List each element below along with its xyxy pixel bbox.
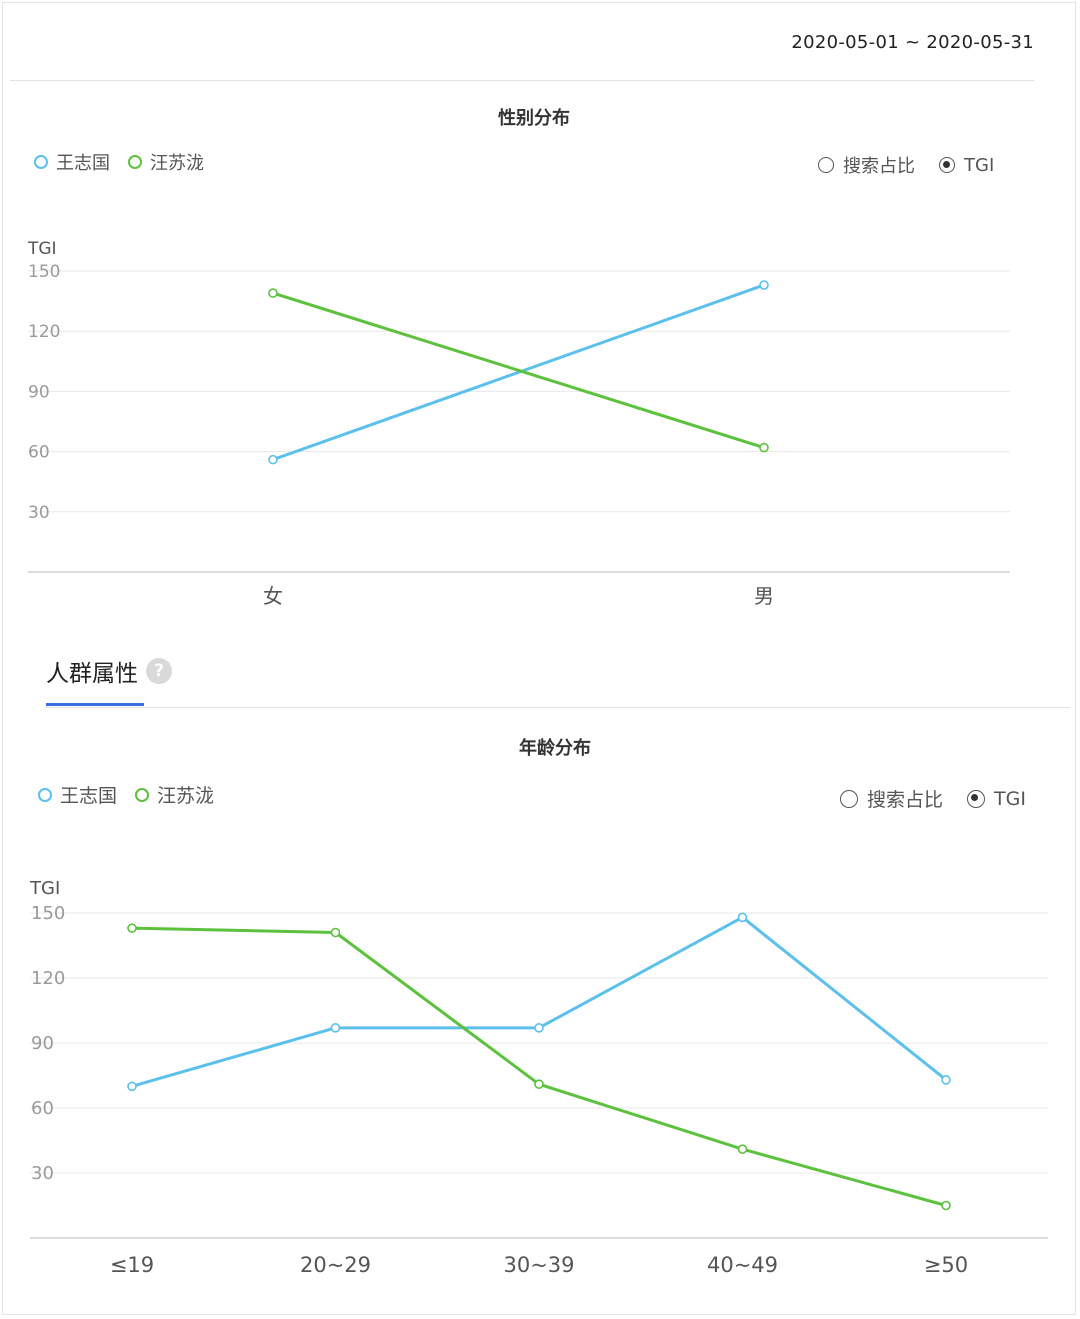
gender-metric-toggle: 搜索占比 TGI: [794, 152, 994, 178]
x-tick-label: 30~39: [503, 1253, 574, 1277]
y-tick-label: 30: [31, 1163, 54, 1184]
radio-unchecked-icon: [840, 789, 858, 808]
y-tick-label: 90: [31, 1033, 54, 1054]
data-point: [127, 1081, 137, 1092]
y-tick-label: 150: [31, 903, 65, 924]
x-tick-label: ≤19: [110, 1253, 154, 1277]
y-tick-label: 60: [28, 443, 50, 463]
data-point: [534, 1079, 544, 1089]
legend-label: 汪苏泷: [157, 785, 215, 807]
data-point: [330, 927, 341, 938]
header-divider: [10, 80, 1034, 81]
legend-item-wangzhiguo[interactable]: 王志国: [38, 781, 117, 808]
age-legend: 王志国 汪苏泷: [38, 781, 232, 808]
radio-unchecked-icon: [818, 157, 834, 173]
radio-search-share[interactable]: 搜索占比: [840, 785, 943, 812]
age-y-axis-label: TGI: [30, 878, 61, 899]
x-tick-label: 男: [754, 584, 774, 608]
radio-checked-icon: [967, 789, 986, 808]
legend-marker-icon: [128, 155, 142, 169]
data-point: [330, 1023, 341, 1033]
radio-label: 搜索占比: [867, 789, 944, 811]
age-chart-title: 年龄分布: [519, 738, 591, 759]
data-point: [941, 1075, 951, 1085]
tab-audience-attributes[interactable]: 人群属性 ?: [46, 654, 172, 688]
data-point: [268, 288, 278, 298]
legend-marker-icon: [38, 787, 52, 802]
series-line-0: [131, 915, 947, 1088]
y-tick-label: 120: [28, 322, 60, 342]
date-range[interactable]: 2020-05-01 ~ 2020-05-31: [791, 32, 1034, 53]
gender-legend: 王志国 汪苏泷: [34, 149, 222, 175]
radio-checked-icon: [939, 157, 955, 173]
y-tick-label: 90: [28, 382, 50, 402]
series-line-1: [131, 926, 947, 1207]
series-line-0: [272, 283, 765, 462]
gender-line-chart: 30 60 90 120 150 女 男: [28, 262, 1010, 608]
data-point: [759, 280, 769, 290]
series-line-1: [272, 291, 765, 450]
data-point: [941, 1200, 951, 1211]
y-tick-label: 60: [31, 1098, 54, 1119]
data-point: [534, 1023, 544, 1033]
legend-item-wangsulong[interactable]: 汪苏泷: [135, 781, 214, 808]
radio-tgi[interactable]: TGI: [967, 788, 1026, 810]
legend-item-wangsulong[interactable]: 汪苏泷: [128, 149, 204, 175]
tab-divider: [46, 707, 1070, 708]
data-point: [127, 923, 137, 933]
radio-tgi[interactable]: TGI: [939, 155, 994, 176]
radio-label: 搜索占比: [843, 156, 915, 177]
x-tick-label: 20~29: [300, 1253, 371, 1277]
legend-label: 汪苏泷: [150, 153, 204, 174]
age-metric-toggle: 搜索占比 TGI: [816, 785, 1026, 812]
legend-label: 王志国: [60, 785, 118, 807]
legend-item-wangzhiguo[interactable]: 王志国: [34, 149, 110, 175]
x-tick-label: 40~49: [707, 1253, 778, 1277]
data-point: [737, 1144, 748, 1154]
legend-marker-icon: [135, 787, 150, 802]
legend-label: 王志国: [56, 153, 110, 174]
radio-label: TGI: [964, 154, 995, 176]
x-tick-label: ≥50: [924, 1253, 968, 1277]
tab-active-indicator: [46, 703, 144, 706]
gender-y-axis-label: TGI: [28, 239, 57, 259]
legend-marker-icon: [34, 155, 48, 169]
data-point: [268, 454, 278, 465]
x-tick-label: 女: [263, 584, 283, 608]
y-tick-label: 150: [28, 262, 60, 282]
help-icon[interactable]: ?: [146, 658, 172, 684]
gender-chart-title: 性别分布: [498, 108, 570, 129]
y-tick-label: 30: [28, 503, 50, 523]
data-point: [737, 912, 748, 923]
radio-search-share[interactable]: 搜索占比: [818, 152, 915, 178]
y-tick-label: 120: [31, 968, 65, 989]
tab-label: 人群属性: [46, 661, 138, 687]
data-point: [759, 442, 769, 453]
radio-label: TGI: [994, 787, 1026, 810]
